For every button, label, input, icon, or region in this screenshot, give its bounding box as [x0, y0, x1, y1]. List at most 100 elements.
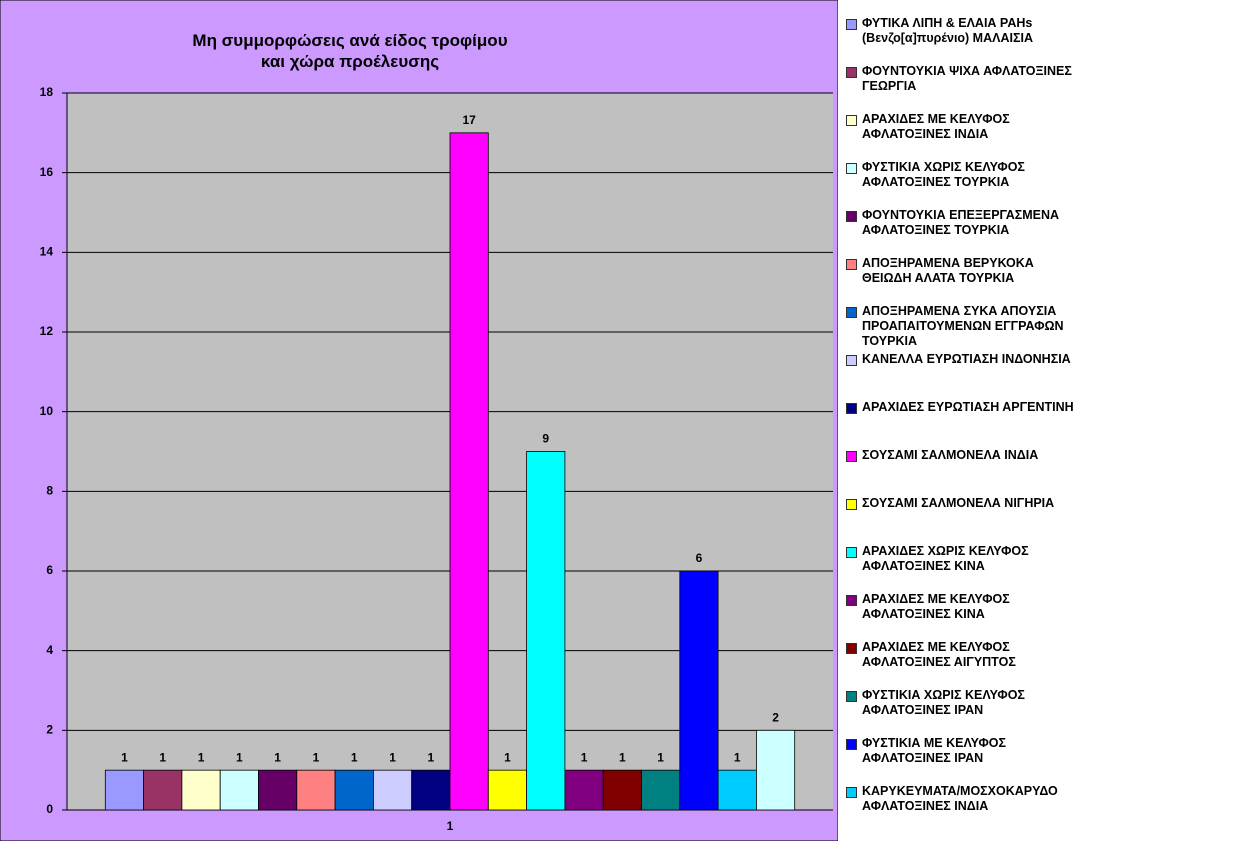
- legend-label: ΑΡΑΧΙΔΕΣ ΕΥΡΩΤΙΑΣΗ ΑΡΓΕΝΤΙΝΗ: [862, 400, 1074, 414]
- bar: [526, 451, 566, 811]
- legend-swatch: [846, 355, 857, 366]
- legend-label: ΦΥΤΙΚΑ ΛΙΠΗ & ΕΛΑΙΑ PAHs (Βενζο[α]πυρένι…: [862, 16, 1033, 45]
- legend-swatch: [846, 499, 857, 510]
- legend-swatch: [846, 163, 857, 174]
- legend-label: ΑΡΑΧΙΔΕΣ ΧΩΡΙΣ ΚΕΛΥΦΟΣ ΑΦΛΑΤΟΞΙΝΕΣ ΚΙΝΑ: [862, 544, 1029, 573]
- bar: [449, 132, 489, 811]
- legend-entry: ΑΠΟΞΗΡΑΜΕΝΑ ΣΥΚΑ ΑΠΟΥΣΙΑ ΠΡΟΑΠΑΙΤΟΥΜΕΝΩΝ…: [846, 304, 1064, 349]
- bar: [181, 769, 221, 811]
- legend-entry: ΑΠΟΞΗΡΑΜΕΝΑ ΒΕΡΥΚΟΚΑ ΘΕΙΩΔΗ ΑΛΑΤΑ ΤΟΥΡΚΙ…: [846, 256, 1034, 286]
- bar: [564, 769, 604, 811]
- bar: [258, 769, 298, 811]
- legend-entry: ΣΟΥΣΑΜΙ ΣΑΛΜΟΝΕΛΑ ΝΙΓΗΡΙΑ: [846, 496, 1054, 511]
- y-tick-label: 14: [40, 245, 54, 259]
- legend-swatch: [846, 19, 857, 30]
- legend-swatch: [846, 211, 857, 222]
- y-tick-label: 6: [46, 563, 53, 577]
- legend-entry: ΦΟΥΝΤΟΥΚΙΑ ΨΙΧΑ ΑΦΛΑΤΟΞΙΝΕΣ ΓΕΩΡΓΙΑ: [846, 64, 1072, 94]
- legend-swatch: [846, 739, 857, 750]
- y-tick-label: 8: [46, 484, 53, 498]
- bar: [219, 769, 259, 811]
- bar: [104, 769, 145, 811]
- chart-title: Μη συμμορφώσεις ανά είδος τροφίμου και χ…: [192, 31, 508, 71]
- value-label: 1: [274, 750, 281, 764]
- legend-label: ΦΟΥΝΤΟΥΚΙΑ ΨΙΧΑ ΑΦΛΑΤΟΞΙΝΕΣ ΓΕΩΡΓΙΑ: [862, 64, 1072, 93]
- bar: [717, 769, 757, 811]
- bar: [334, 769, 374, 811]
- x-tick-label: 1: [447, 819, 454, 833]
- value-label: 1: [389, 750, 396, 764]
- value-label: 1: [504, 750, 511, 764]
- value-label: 9: [542, 432, 549, 446]
- value-label: 1: [236, 750, 243, 764]
- bar: [411, 769, 451, 811]
- y-tick-label: 12: [40, 324, 54, 338]
- legend-entry: ΑΡΑΧΙΔΕΣ ΕΥΡΩΤΙΑΣΗ ΑΡΓΕΝΤΙΝΗ: [846, 400, 1074, 415]
- value-label: 1: [313, 750, 320, 764]
- legend-entry: ΦΟΥΝΤΟΥΚΙΑ ΕΠΕΞΕΡΓΑΣΜΕΝΑ ΑΦΛΑΤΟΞΙΝΕΣ ΤΟΥ…: [846, 208, 1059, 238]
- legend-label: ΑΠΟΞΗΡΑΜΕΝΑ ΒΕΡΥΚΟΚΑ ΘΕΙΩΔΗ ΑΛΑΤΑ ΤΟΥΡΚΙ…: [862, 256, 1034, 285]
- y-tick-label: 0: [46, 802, 53, 816]
- y-tick-label: 4: [46, 643, 53, 657]
- legend-swatch: [846, 307, 857, 318]
- legend-swatch: [846, 259, 857, 270]
- bar: [487, 769, 527, 811]
- y-tick-label: 10: [40, 404, 54, 418]
- legend-swatch: [846, 451, 857, 462]
- legend-swatch: [846, 691, 857, 702]
- value-label: 1: [734, 750, 741, 764]
- legend-label: ΑΡΑΧΙΔΕΣ ΜΕ ΚΕΛΥΦΟΣ ΑΦΛΑΤΟΞΙΝΕΣ ΚΙΝΑ: [862, 592, 1010, 621]
- bar: [679, 570, 719, 811]
- legend-swatch: [846, 595, 857, 606]
- bar: [756, 729, 796, 811]
- legend-swatch: [846, 67, 857, 78]
- value-label: 1: [159, 750, 166, 764]
- legend-entry: ΚΑΡΥΚΕΥΜΑΤΑ/ΜΟΣΧΟΚΑΡΥΔΟ ΑΦΛΑΤΟΞΙΝΕΣ ΙΝΔΙ…: [846, 784, 1058, 814]
- legend-entry: ΦΥΣΤΙΚΙΑ ΧΩΡΙΣ ΚΕΛΥΦΟΣ ΑΦΛΑΤΟΞΙΝΕΣ ΤΟΥΡΚ…: [846, 160, 1025, 190]
- y-tick-label: 2: [46, 723, 53, 737]
- y-tick-label: 18: [40, 85, 54, 99]
- legend-label: ΣΟΥΣΑΜΙ ΣΑΛΜΟΝΕΛΑ ΙΝΔΙΑ: [862, 448, 1039, 462]
- legend-label: ΚΑΡΥΚΕΥΜΑΤΑ/ΜΟΣΧΟΚΑΡΥΔΟ ΑΦΛΑΤΟΞΙΝΕΣ ΙΝΔΙ…: [862, 784, 1058, 813]
- value-label: 1: [657, 750, 664, 764]
- legend-label: ΑΡΑΧΙΔΕΣ ΜΕ ΚΕΛΥΦΟΣ ΑΦΛΑΤΟΞΙΝΕΣ ΑΙΓΥΠΤΟΣ: [862, 640, 1016, 669]
- legend-swatch: [846, 643, 857, 654]
- bar: [602, 769, 642, 811]
- legend-swatch: [846, 547, 857, 558]
- legend-entry: ΣΟΥΣΑΜΙ ΣΑΛΜΟΝΕΛΑ ΙΝΔΙΑ: [846, 448, 1038, 463]
- y-tick-label: 16: [40, 165, 54, 179]
- bar: [372, 769, 413, 811]
- legend-entry: ΑΡΑΧΙΔΕΣ ΜΕ ΚΕΛΥΦΟΣ ΑΦΛΑΤΟΞΙΝΕΣ ΙΝΔΙΑ: [846, 112, 1010, 142]
- legend-entry: ΦΥΣΤΙΚΙΑ ΧΩΡΙΣ ΚΕΛΥΦΟΣ ΑΦΛΑΤΟΞΙΝΕΣ ΙΡΑΝ: [846, 688, 1025, 718]
- value-label: 6: [696, 551, 703, 565]
- value-label: 17: [462, 113, 476, 127]
- value-label: 1: [351, 750, 358, 764]
- value-label: 2: [772, 711, 779, 725]
- legend-entry: ΑΡΑΧΙΔΕΣ ΧΩΡΙΣ ΚΕΛΥΦΟΣ ΑΦΛΑΤΟΞΙΝΕΣ ΚΙΝΑ: [846, 544, 1029, 574]
- bar: [296, 769, 336, 811]
- legend-entry: ΑΡΑΧΙΔΕΣ ΜΕ ΚΕΛΥΦΟΣ ΑΦΛΑΤΟΞΙΝΕΣ ΚΙΝΑ: [846, 592, 1010, 622]
- legend-label: ΚΑΝΕΛΛΑ ΕΥΡΩΤΙΑΣΗ ΙΝΔΟΝΗΣΙΑ: [862, 352, 1071, 366]
- legend-label: ΦΟΥΝΤΟΥΚΙΑ ΕΠΕΞΕΡΓΑΣΜΕΝΑ ΑΦΛΑΤΟΞΙΝΕΣ ΤΟΥ…: [862, 208, 1060, 237]
- value-label: 1: [198, 750, 205, 764]
- legend-entry: ΦΥΣΤΙΚΙΑ ΜΕ ΚΕΛΥΦΟΣ ΑΦΛΑΤΟΞΙΝΕΣ ΙΡΑΝ: [846, 736, 1006, 766]
- legend-swatch: [846, 403, 857, 414]
- value-label: 1: [619, 750, 626, 764]
- legend-swatch: [846, 115, 857, 126]
- legend-swatch: [846, 787, 857, 798]
- legend-entry: ΑΡΑΧΙΔΕΣ ΜΕ ΚΕΛΥΦΟΣ ΑΦΛΑΤΟΞΙΝΕΣ ΑΙΓΥΠΤΟΣ: [846, 640, 1016, 670]
- legend-label: ΑΠΟΞΗΡΑΜΕΝΑ ΣΥΚΑ ΑΠΟΥΣΙΑ ΠΡΟΑΠΑΙΤΟΥΜΕΝΩΝ…: [862, 304, 1064, 348]
- value-label: 1: [428, 750, 435, 764]
- legend-label: ΦΥΣΤΙΚΙΑ ΧΩΡΙΣ ΚΕΛΥΦΟΣ ΑΦΛΑΤΟΞΙΝΕΣ ΤΟΥΡΚ…: [862, 160, 1025, 189]
- bar: [641, 769, 681, 811]
- legend-label: ΣΟΥΣΑΜΙ ΣΑΛΜΟΝΕΛΑ ΝΙΓΗΡΙΑ: [862, 496, 1055, 510]
- legend-entry: ΦΥΤΙΚΑ ΛΙΠΗ & ΕΛΑΙΑ PAHs (Βενζο[α]πυρένι…: [846, 16, 1033, 46]
- value-label: 1: [121, 750, 128, 764]
- bar: [143, 769, 183, 811]
- value-label: 1: [581, 750, 588, 764]
- legend-label: ΦΥΣΤΙΚΙΑ ΧΩΡΙΣ ΚΕΛΥΦΟΣ ΑΦΛΑΤΟΞΙΝΕΣ ΙΡΑΝ: [862, 688, 1025, 717]
- legend-label: ΦΥΣΤΙΚΙΑ ΜΕ ΚΕΛΥΦΟΣ ΑΦΛΑΤΟΞΙΝΕΣ ΙΡΑΝ: [862, 736, 1006, 765]
- legend-entry: ΚΑΝΕΛΛΑ ΕΥΡΩΤΙΑΣΗ ΙΝΔΟΝΗΣΙΑ: [846, 352, 1071, 367]
- legend-label: ΑΡΑΧΙΔΕΣ ΜΕ ΚΕΛΥΦΟΣ ΑΦΛΑΤΟΞΙΝΕΣ ΙΝΔΙΑ: [862, 112, 1010, 141]
